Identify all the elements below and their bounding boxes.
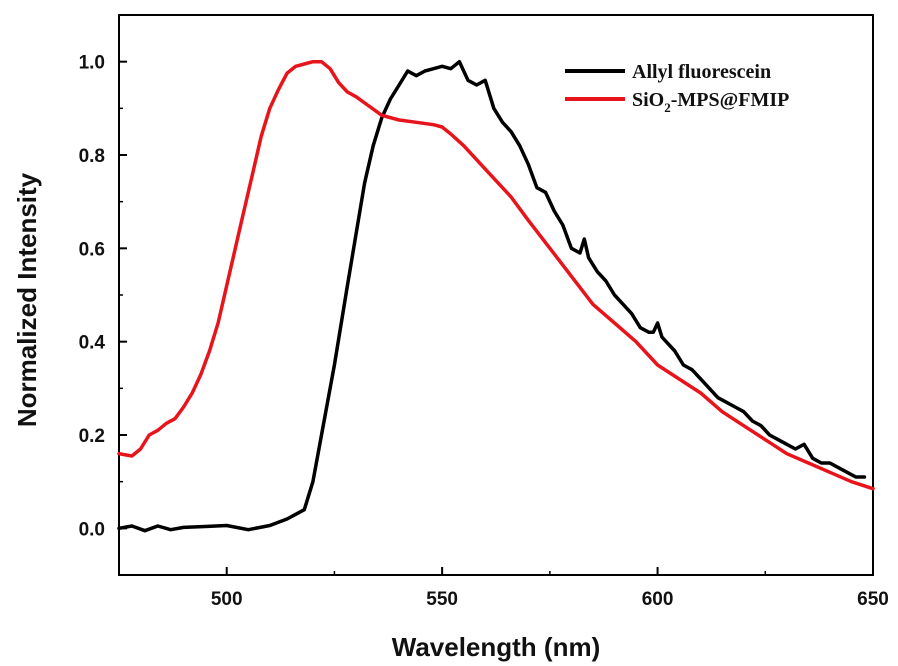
x-tick-label-550: 550 [426,589,458,610]
y-tick-label-5: 1.0 [79,53,105,74]
y-tick-label-2: 0.4 [79,333,106,354]
x-axis: 500 550 600 650 [118,567,889,610]
y-tick-label-4: 0.8 [79,146,105,167]
y-tick-label-1: 0.2 [79,426,105,447]
x-tick-label-500: 500 [211,589,243,610]
legend-label-sio2-mps-fmip: SiO2-MPS@FMIP [632,89,789,115]
x-tick-label-600: 600 [642,589,674,610]
y-tick-label-3: 0.6 [79,239,105,260]
y-tick-label-0: 0.0 [79,519,105,540]
series-line-sio2-mps-fmip [117,59,875,491]
x-axis-title: Wavelength (nm) [392,632,600,662]
y-axis: 0.0 0.2 0.4 0.6 0.8 1.0 [79,14,127,576]
y-axis-title: Normalized Intensity [12,172,42,427]
legend: Allyl fluorescein SiO2-MPS@FMIP [565,61,789,115]
series-line-allyl-fluorescein [117,59,867,533]
series-layer [117,59,875,533]
x-tick-label-650: 650 [857,589,889,610]
legend-label-allyl-fluorescein: Allyl fluorescein [632,61,771,83]
